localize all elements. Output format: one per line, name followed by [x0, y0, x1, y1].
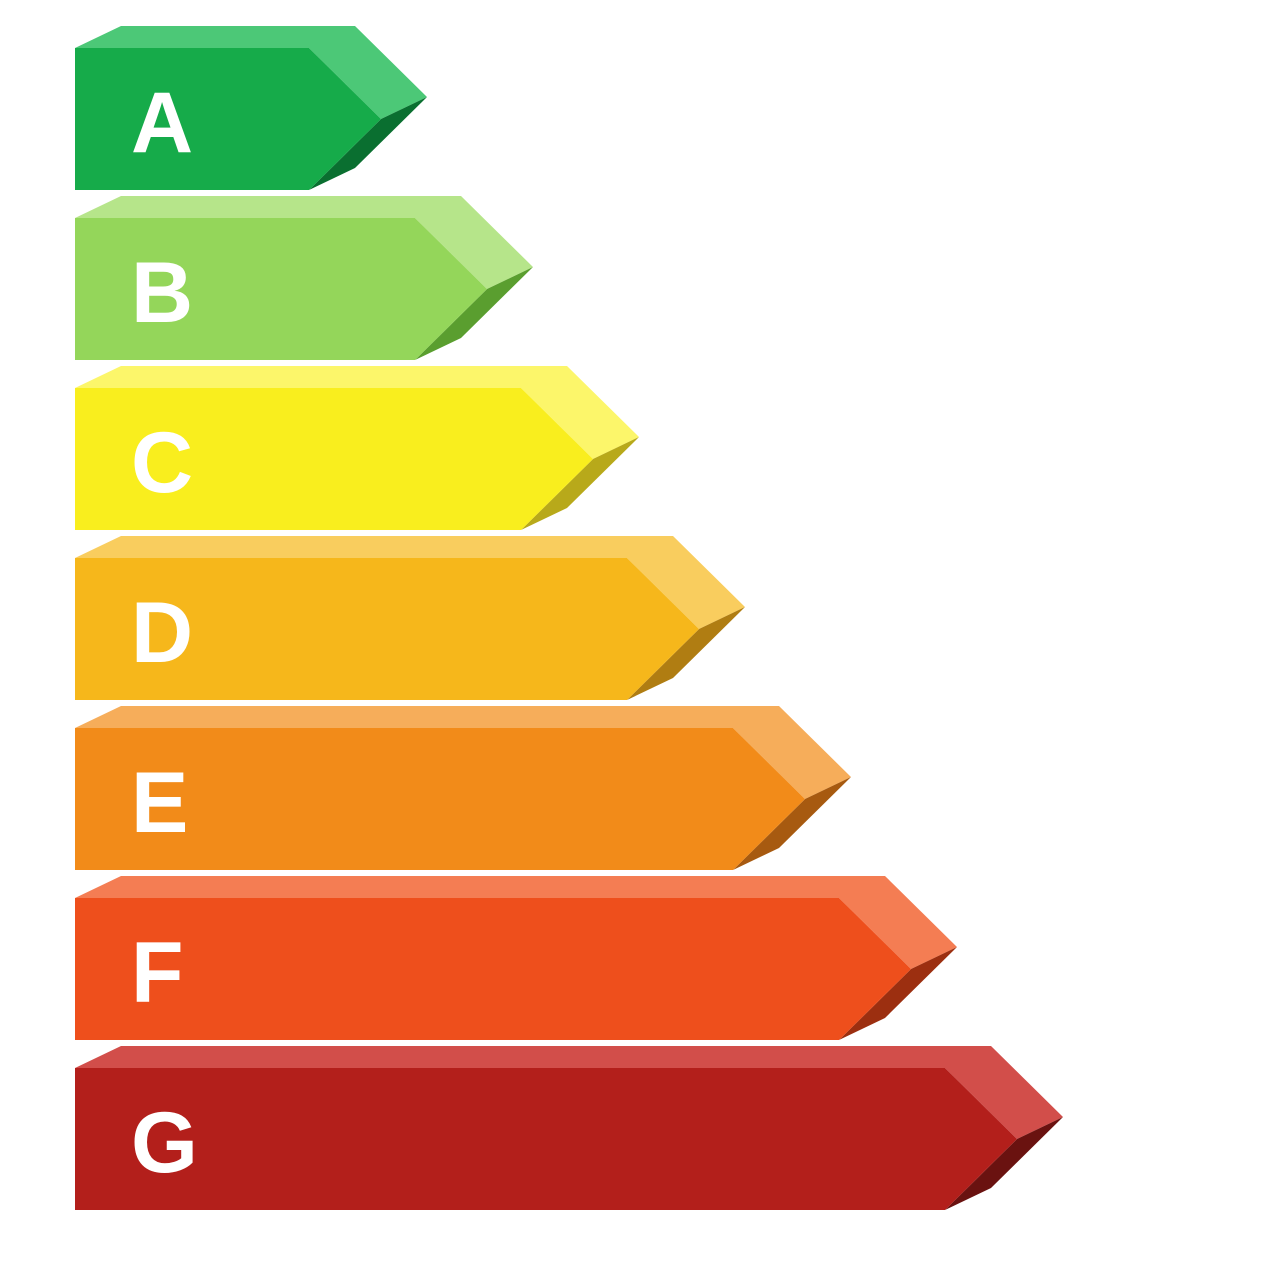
rating-bar-label: D	[131, 585, 193, 681]
rating-bar-label: F	[131, 925, 184, 1021]
rating-bar-label: A	[131, 75, 193, 171]
rating-bar-face	[75, 1068, 1017, 1210]
rating-bar-g: G	[75, 1046, 1063, 1210]
rating-bar-c: C	[75, 366, 639, 530]
rating-bar-b: B	[75, 196, 533, 360]
rating-bar-label: G	[131, 1095, 198, 1191]
rating-bar-face	[75, 898, 911, 1040]
rating-bar-label: E	[131, 755, 188, 851]
rating-bar-label: C	[131, 415, 193, 511]
rating-bar-e: E	[75, 706, 851, 870]
rating-bar-label: B	[131, 245, 193, 341]
rating-bar-f: F	[75, 876, 957, 1040]
energy-rating-chart: ABCDEFG	[0, 0, 1280, 1280]
rating-bar-d: D	[75, 536, 745, 700]
rating-bar-a: A	[75, 26, 427, 190]
